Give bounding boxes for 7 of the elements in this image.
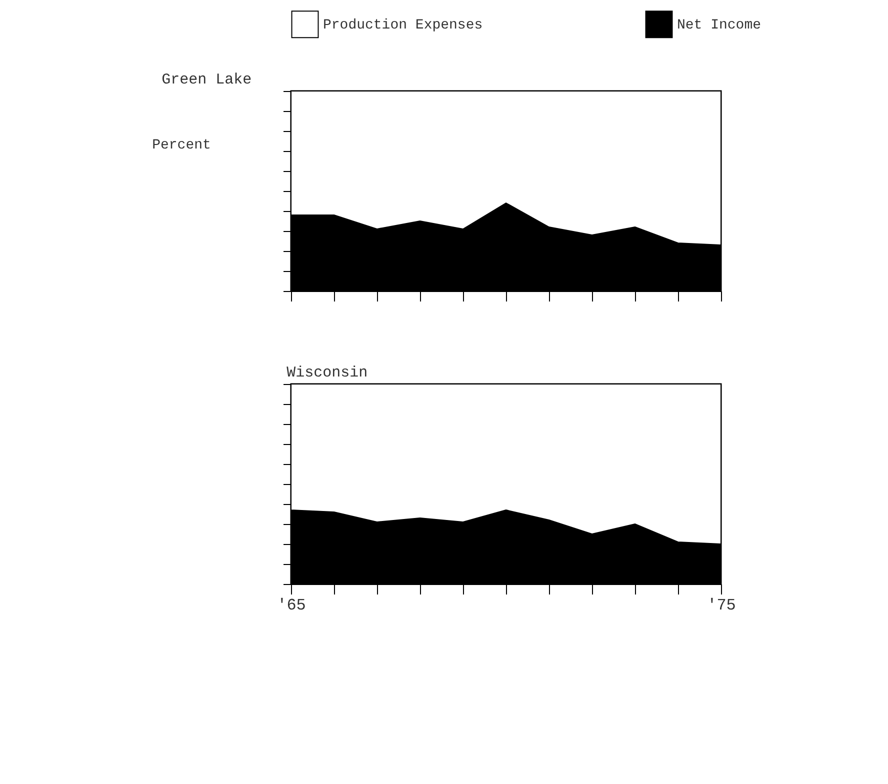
x-tick-label: '65 — [277, 596, 306, 614]
x-tick-label: '75 — [707, 596, 736, 614]
legend-label: Production Expenses — [323, 17, 483, 34]
legend-label: Net Income — [677, 17, 762, 34]
chart-title: Wisconsin — [286, 364, 368, 382]
y-axis-title: Percent — [152, 138, 211, 154]
chart-title: Green Lake — [162, 72, 252, 88]
